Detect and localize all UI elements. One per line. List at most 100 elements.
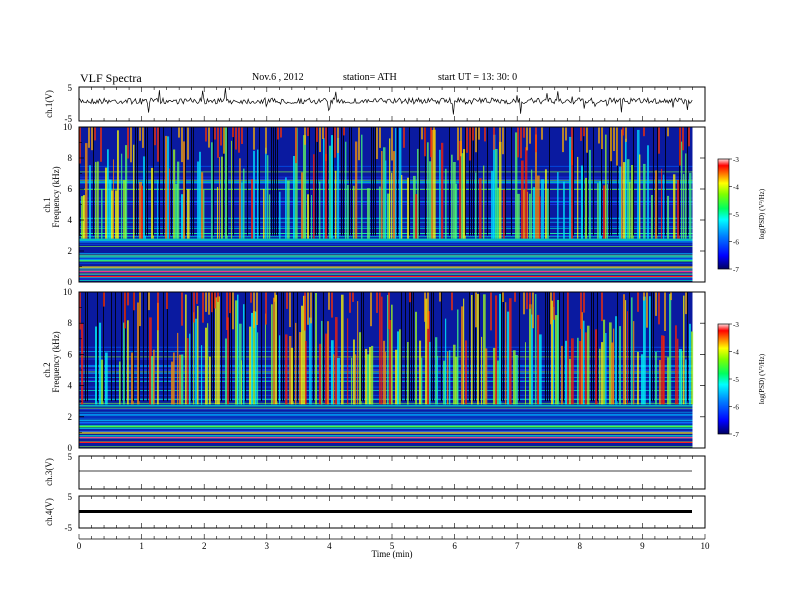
spectral-line (79, 414, 693, 416)
burst (173, 352, 175, 405)
burst (603, 185, 606, 239)
burst (253, 311, 256, 405)
burst (619, 326, 621, 405)
burst (209, 356, 211, 405)
burst (81, 196, 84, 239)
spectral-line (79, 258, 693, 259)
hot-region (334, 127, 336, 158)
gap (505, 127, 506, 236)
burst (205, 327, 208, 405)
burst (433, 129, 436, 239)
gap (143, 292, 144, 402)
burst (507, 311, 510, 405)
burst (257, 332, 259, 405)
spectral-line (79, 262, 693, 264)
hot-region (217, 292, 219, 302)
burst (667, 357, 670, 405)
burst (569, 136, 572, 239)
hot-region (583, 127, 585, 137)
hot-region (343, 127, 345, 136)
burst (435, 337, 438, 405)
burst (119, 361, 121, 405)
burst (387, 193, 390, 239)
burst (541, 179, 544, 239)
burst (523, 189, 526, 239)
gap (609, 127, 610, 236)
burst (517, 193, 520, 239)
burst (275, 294, 278, 405)
burst (451, 154, 453, 239)
start-time-label: start UT = 13: 30: 0 (438, 72, 518, 83)
gap (411, 292, 412, 402)
burst (651, 195, 653, 239)
burst (673, 174, 676, 239)
hot-region (265, 127, 267, 154)
time-tick-label: 9 (640, 541, 645, 551)
burst (225, 338, 228, 405)
hot-region (139, 292, 141, 327)
burst (681, 141, 683, 239)
gap (281, 292, 282, 402)
gap (479, 292, 480, 402)
burst (337, 358, 340, 405)
ch1-trace (78, 87, 693, 115)
low-frequency-band (79, 275, 693, 277)
burst (555, 315, 558, 405)
burst (149, 317, 152, 405)
hot-region (646, 292, 648, 328)
hot-region (127, 127, 129, 159)
hot-region (439, 292, 441, 302)
freq-tick-label: 0 (68, 277, 73, 287)
hot-region (679, 127, 681, 166)
gap (273, 127, 274, 236)
burst (415, 194, 418, 239)
burst (443, 360, 446, 405)
spectral-line (79, 280, 693, 281)
burst (453, 162, 456, 239)
burst (459, 140, 462, 239)
spectral-line (79, 430, 693, 432)
burst (189, 333, 191, 405)
ch1-ylabel: ch.1(V) (44, 90, 54, 118)
gap (97, 292, 98, 402)
gap (413, 292, 414, 402)
freq-tick-label: 10 (63, 287, 73, 297)
gap (191, 292, 192, 402)
time-tick-label: 3 (265, 541, 270, 551)
gap (583, 127, 584, 236)
burst (109, 179, 112, 239)
burst (407, 342, 409, 405)
burst (157, 179, 159, 239)
burst (141, 185, 144, 239)
time-axis-label: Time (min) (372, 549, 413, 559)
gap (563, 292, 564, 402)
burst (235, 300, 238, 405)
gap (687, 292, 688, 402)
burst (689, 323, 691, 405)
burst (175, 183, 178, 239)
gap (375, 127, 376, 236)
burst (493, 347, 496, 405)
hot-region (274, 292, 276, 302)
burst (537, 314, 540, 405)
hot-region (214, 127, 216, 140)
hot-region (601, 127, 603, 150)
burst (659, 360, 661, 405)
hot-region (100, 127, 102, 162)
spectral-line (79, 423, 693, 425)
burst (465, 340, 467, 405)
ch2-colorbar: -3 -4 -5 -6 -7 log(PSD) (V²/Hz) (717, 321, 766, 439)
hot-region (484, 127, 486, 142)
gap (449, 127, 450, 236)
time-tick-label: 7 (515, 541, 520, 551)
gap (233, 127, 234, 236)
spectral-line (79, 420, 693, 421)
burst (361, 134, 363, 239)
hot-region (379, 127, 381, 148)
burst (663, 174, 665, 239)
burst (241, 182, 243, 239)
burst (585, 332, 587, 405)
burst (397, 331, 400, 405)
gap (473, 292, 474, 402)
